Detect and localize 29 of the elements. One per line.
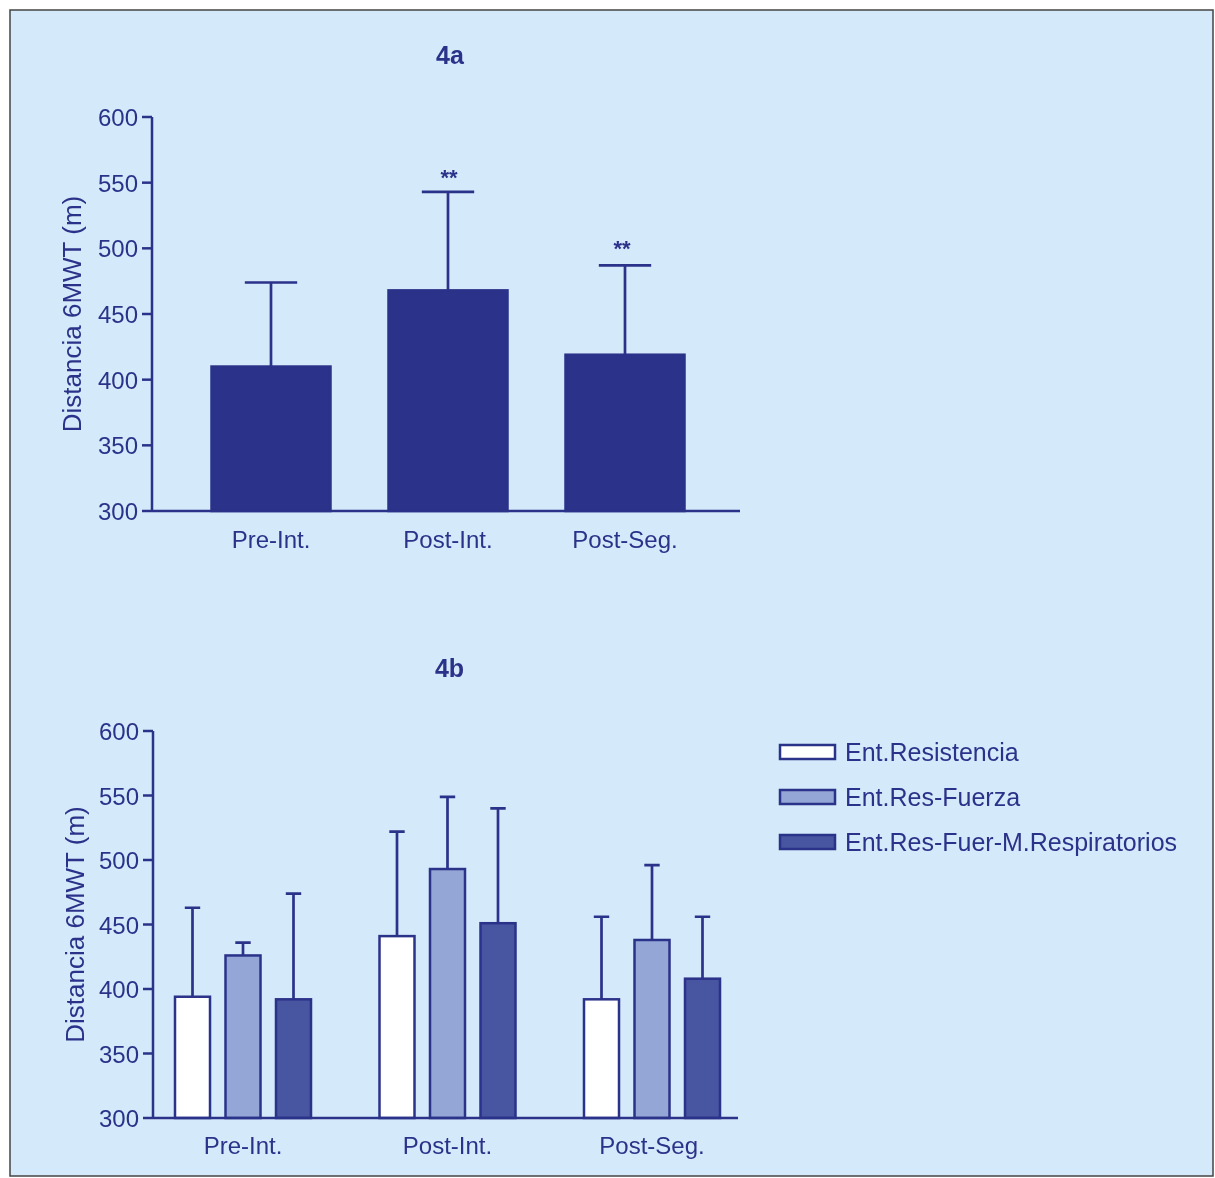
legend-label: Ent.Res-Fuerza bbox=[845, 783, 1021, 811]
y-tick-label: 450 bbox=[97, 300, 138, 328]
legend-label: Ent.Res-Fuer-M.Respiratorios bbox=[845, 828, 1178, 856]
y-tick-label: 450 bbox=[98, 911, 139, 938]
y-tick-label: 350 bbox=[98, 1040, 139, 1067]
x-tick-label: Pre-Int. bbox=[231, 526, 311, 553]
y-tick-label: 600 bbox=[97, 103, 138, 131]
y-tick-label: 350 bbox=[97, 431, 138, 459]
chart-title: 4b bbox=[434, 654, 465, 682]
y-tick-label: 550 bbox=[98, 782, 139, 809]
x-tick-label: Post-Seg. bbox=[572, 526, 678, 553]
x-tick-label: Post-Int. bbox=[403, 526, 493, 553]
y-tick-label: 400 bbox=[97, 366, 138, 394]
x-tick-label: Post-Int. bbox=[402, 1132, 493, 1159]
y-tick-label: 300 bbox=[98, 1104, 139, 1132]
legend-label: Ent.Resistencia bbox=[845, 738, 1019, 766]
y-axis-title: Distancia 6MWT (m) bbox=[60, 806, 90, 1043]
x-tick-label: Pre-Int. bbox=[203, 1132, 283, 1159]
y-tick-label: 500 bbox=[97, 234, 138, 262]
chart-title: 4a bbox=[436, 41, 465, 69]
annotation: ** bbox=[440, 165, 458, 190]
y-tick-label: 550 bbox=[97, 169, 138, 197]
y-axis-title: Distancia 6MWT (m) bbox=[57, 195, 87, 433]
annotation: ** bbox=[613, 236, 631, 261]
y-tick-label: 400 bbox=[98, 975, 139, 1003]
y-tick-label: 600 bbox=[98, 717, 139, 745]
x-tick-label: Post-Seg. bbox=[599, 1132, 705, 1159]
y-tick-label: 300 bbox=[97, 497, 138, 525]
y-tick-label: 500 bbox=[98, 846, 139, 874]
